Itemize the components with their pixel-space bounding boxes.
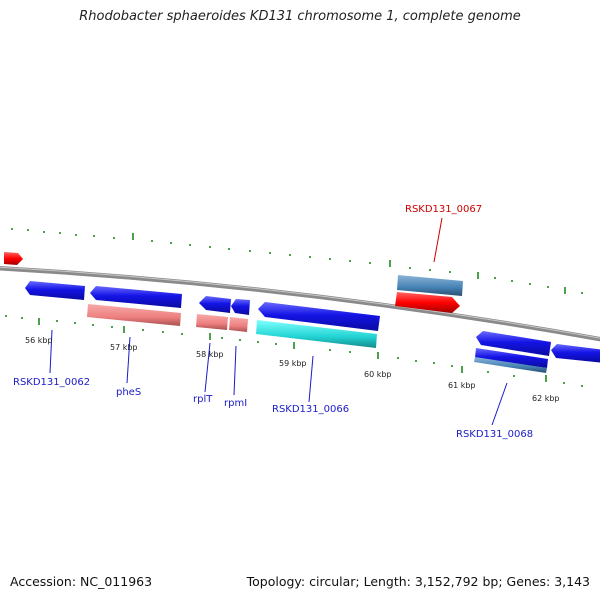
cds-rskd131-0068[interactable] (476, 331, 551, 356)
ruler-label: 59 kbp (279, 359, 307, 368)
gene-label-rskd131-0067[interactable]: RSKD131_0067 (405, 204, 482, 215)
gene-rpmi[interactable] (229, 317, 248, 332)
ruler-label: 60 kbp (364, 370, 392, 379)
gene-partial-red[interactable] (4, 252, 23, 265)
gene-label-rskd131-0068[interactable]: RSKD131_0068 (456, 429, 533, 440)
gene-rskd131-0067-top[interactable] (397, 275, 463, 296)
ruler-label: 56 kbp (25, 336, 53, 345)
ruler-label: 57 kbp (110, 343, 138, 352)
map-title: Rhodobacter sphaeroides KD131 chromosome… (79, 9, 521, 24)
gene-phes[interactable] (87, 304, 181, 326)
cds-rplt[interactable] (199, 296, 231, 313)
gene-rskd131-0067-red[interactable] (395, 292, 460, 313)
cds-rskd131-0066[interactable] (258, 302, 380, 331)
inner-tick-arc (5, 315, 583, 387)
gene-label-rpmi[interactable]: rpmI (224, 398, 247, 409)
cds-next[interactable] (551, 344, 600, 363)
ruler-label: 62 kbp (532, 394, 560, 403)
accession-text: Accession: NC_011963 (10, 574, 153, 589)
ruler-label: 61 kbp (448, 381, 476, 390)
gene-label-rskd131-0066[interactable]: RSKD131_0066 (272, 404, 349, 415)
gene-label-rplt[interactable]: rplT (193, 394, 213, 405)
genome-summary-text: Topology: circular; Length: 3,152,792 bp… (246, 574, 590, 589)
gene-rskd131-0068-b[interactable] (474, 357, 547, 373)
gene-label-phes[interactable]: pheS (116, 387, 141, 398)
leader-lines (49, 217, 508, 426)
genome-backbone (0, 266, 600, 342)
outer-tick-arc (11, 228, 583, 294)
gene-labels: RSKD131_0062 pheS rplT rpmI RSKD131_0066… (13, 204, 533, 440)
gene-rskd131-0066[interactable] (256, 320, 377, 348)
gene-label-rskd131-0062[interactable]: RSKD131_0062 (13, 377, 90, 388)
gene-rplt[interactable] (196, 314, 228, 330)
gene-rskd131-0068-a[interactable] (475, 348, 548, 368)
cds-rpmi[interactable] (231, 299, 250, 315)
ruler-labels: 56 kbp 57 kbp 58 kbp 59 kbp 60 kbp 61 kb… (25, 336, 560, 403)
ruler-label: 58 kbp (196, 350, 224, 359)
cds-rskd131-0062[interactable] (25, 281, 85, 300)
cds-phes[interactable] (90, 286, 182, 308)
